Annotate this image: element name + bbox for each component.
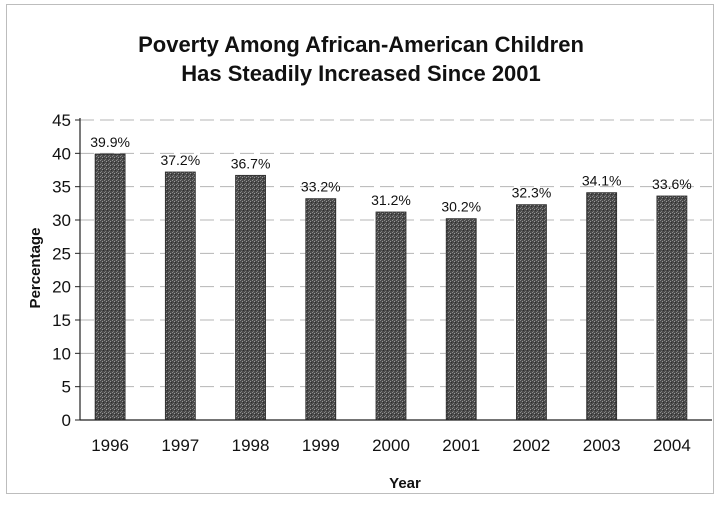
labels: 0 5 10 15 20 25 30 35 40 45 39.9% 1996 37.2% 1997 36.7… (52, 111, 692, 455)
chart-title-line-1: Poverty Among African-American Children (138, 32, 584, 57)
data-label-1997: 37.2% (160, 152, 200, 168)
y-tick-label: 10 (52, 344, 71, 363)
x-tick-label-1997: 1997 (161, 436, 199, 455)
data-label-2004: 33.6% (652, 176, 692, 192)
bar-1999 (305, 198, 337, 421)
bar-1997 (164, 171, 196, 421)
y-tick-label: 40 (52, 144, 71, 163)
y-tick-label: 15 (52, 311, 71, 330)
y-tick-label: 45 (52, 111, 71, 130)
x-tick-label-1998: 1998 (232, 436, 270, 455)
chart-title: Poverty Among African-American Children … (0, 30, 722, 88)
y-tick-label: 30 (52, 211, 71, 230)
x-tick-label-1996: 1996 (91, 436, 129, 455)
data-label-2003: 34.1% (582, 173, 622, 189)
y-tick-label: 0 (62, 411, 71, 430)
data-label-2000: 31.2% (371, 192, 411, 208)
data-label-1999: 33.2% (301, 179, 341, 195)
bar-2004 (656, 195, 688, 421)
y-tick-label: 20 (52, 278, 71, 297)
bar-2000 (375, 211, 407, 421)
chart-frame (6, 4, 714, 494)
data-label-2001: 30.2% (441, 199, 481, 215)
y-tick-label: 35 (52, 178, 71, 197)
data-label-1998: 36.7% (231, 155, 271, 171)
y-tick-label: 25 (52, 244, 71, 263)
chart-title-line-2: Has Steadily Increased Since 2001 (181, 61, 541, 86)
bar-1996 (94, 153, 126, 421)
axes (75, 118, 712, 421)
y-tick-label: 5 (62, 378, 71, 397)
bars (94, 153, 688, 421)
x-tick-label-2003: 2003 (583, 436, 621, 455)
x-tick-label-2000: 2000 (372, 436, 410, 455)
bar-1998 (235, 174, 266, 421)
y-axis-label: Percentage (27, 228, 44, 309)
x-axis-label: Year (389, 475, 421, 492)
x-tick-label-1999: 1999 (302, 436, 340, 455)
bar-2002 (516, 204, 547, 421)
bar-2001 (445, 218, 477, 421)
data-label-1996: 39.9% (90, 134, 130, 150)
bar-2003 (586, 192, 618, 421)
x-tick-label-2004: 2004 (653, 436, 691, 455)
data-label-2002: 32.3% (512, 185, 552, 201)
x-tick-label-2001: 2001 (442, 436, 480, 455)
x-tick-label-2002: 2002 (513, 436, 551, 455)
